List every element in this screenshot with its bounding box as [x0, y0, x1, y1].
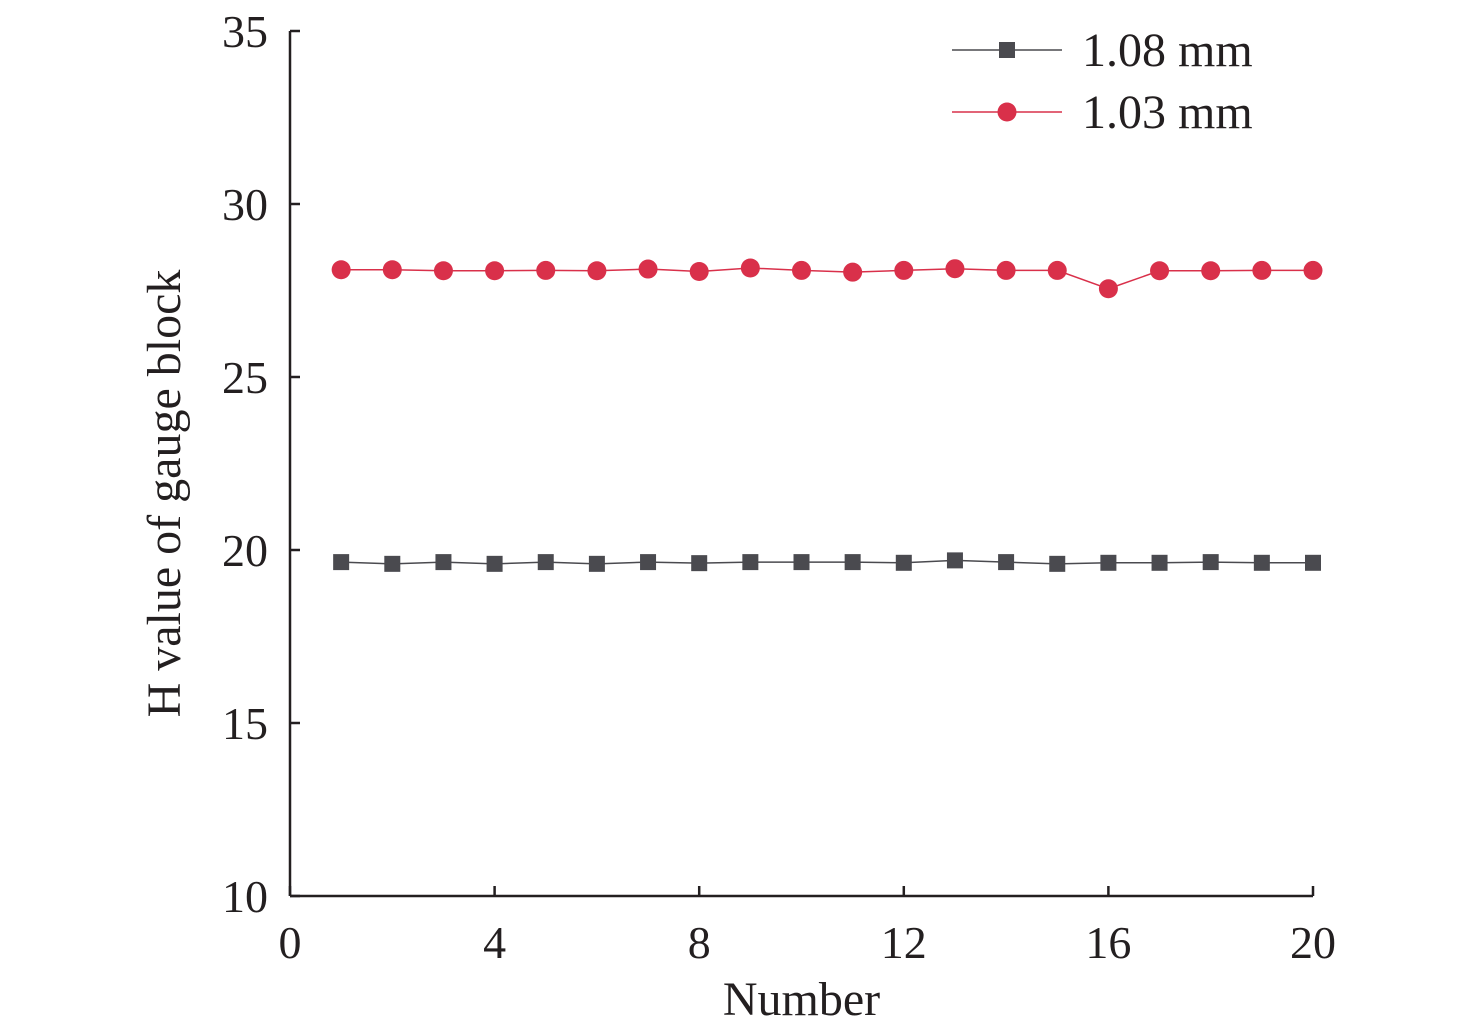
series-1-point [486, 555, 503, 572]
series-1-point [946, 552, 963, 569]
series-1 [333, 552, 1321, 572]
y-axis-label: H value of gauge block [138, 270, 191, 718]
legend-marker-2 [997, 102, 1017, 122]
series-2-point [1098, 279, 1118, 299]
x-tick-label: 20 [1290, 917, 1336, 968]
y-tick-label: 15 [222, 698, 268, 749]
series-1-point [793, 554, 810, 571]
series-1-point [1253, 554, 1270, 571]
x-ticks: 0 4 8 12 16 20 [279, 886, 1336, 968]
legend-entry-2: 1.03 mm [952, 86, 1253, 139]
series-2-point [433, 261, 453, 281]
series-1-point [742, 554, 759, 571]
series-2-point [740, 258, 760, 278]
series-2-point [331, 260, 351, 280]
y-tick-label: 20 [222, 525, 268, 576]
series-2-point [894, 260, 914, 280]
legend-marker-shape [997, 102, 1017, 122]
series-2-point [1047, 260, 1067, 280]
legend: 1.08 mm 1.03 mm [952, 24, 1253, 139]
series-1-point [588, 555, 605, 572]
legend-label-1: 1.08 mm [1082, 24, 1253, 77]
x-tick-label: 12 [881, 917, 927, 968]
x-tick-label: 0 [279, 917, 302, 968]
series-2-point [536, 260, 556, 280]
series-1-point [640, 554, 657, 571]
series-1-point [1100, 554, 1117, 571]
series-1-point [1202, 554, 1219, 571]
y-tick-label: 10 [222, 871, 268, 922]
y-tick-label: 25 [222, 352, 268, 403]
x-tick-label: 8 [688, 917, 711, 968]
x-tick-label: 16 [1085, 917, 1131, 968]
x-tick-label: 4 [483, 917, 506, 968]
legend-label-2: 1.03 mm [1082, 86, 1253, 139]
series-layer [331, 258, 1323, 572]
y-ticks: 10 15 20 25 30 35 [222, 6, 300, 922]
series-2-point [587, 261, 607, 281]
legend-entry-1: 1.08 mm [952, 24, 1253, 77]
series-2-point [843, 262, 863, 282]
series-2-point [792, 260, 811, 280]
series-1-point [537, 554, 554, 571]
series-2-point [689, 261, 709, 281]
x-axis-label: Number [723, 973, 880, 1026]
series-2-point [485, 261, 505, 281]
series-2-point [996, 260, 1016, 280]
y-tick-label: 30 [222, 179, 268, 230]
series-1-line [341, 559, 1313, 565]
series-1-point [1151, 554, 1168, 571]
series-2-point [638, 259, 658, 279]
series-1-point [1305, 554, 1321, 571]
series-2-point [945, 259, 965, 279]
legend-marker-1 [999, 42, 1015, 58]
series-2-point [1201, 261, 1221, 281]
series-1-point [691, 555, 708, 572]
series-1-point [435, 554, 452, 571]
series-1-point [895, 554, 912, 571]
series-2-point [1252, 260, 1272, 280]
legend-marker-shape [999, 42, 1015, 58]
series-1-point [998, 554, 1015, 571]
series-1-point [1049, 555, 1066, 572]
series-1-point [333, 554, 350, 571]
series-1-point [844, 554, 861, 571]
series-1-point [384, 555, 401, 572]
y-tick-label: 35 [222, 6, 268, 57]
series-2 [331, 258, 1323, 299]
series-2-point [1150, 261, 1170, 281]
series-2-point [1303, 260, 1323, 280]
series-2-point [382, 260, 402, 280]
axes [288, 31, 1313, 898]
